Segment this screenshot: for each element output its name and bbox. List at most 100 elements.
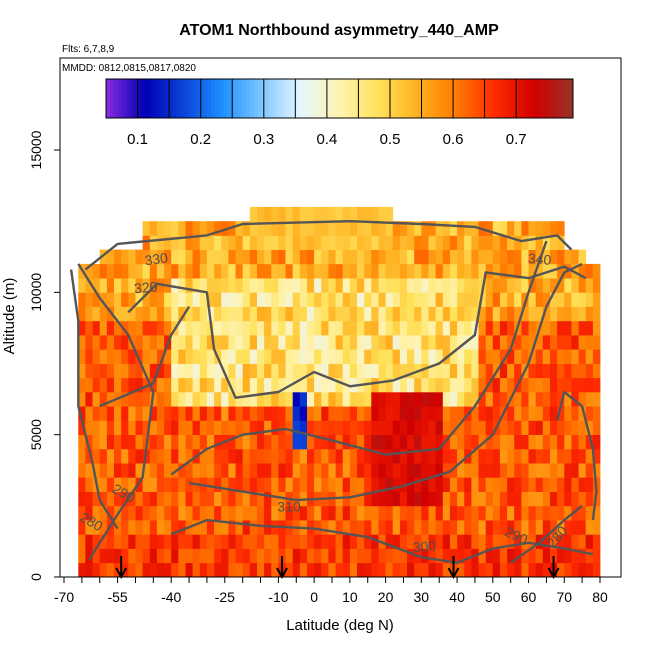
heatmap-cell [378, 363, 386, 379]
heatmap-cell [235, 477, 243, 492]
heatmap-cell [92, 520, 101, 535]
heatmap-cell [357, 221, 365, 236]
heatmap-cell [364, 320, 372, 336]
heatmap-cell [585, 263, 594, 279]
heatmap-cell [542, 434, 551, 450]
heatmap-cell [128, 448, 136, 464]
heatmap-cell [278, 235, 286, 250]
heatmap-cell [349, 221, 358, 236]
heatmap-cell [178, 292, 186, 307]
heatmap-cell [199, 406, 208, 421]
heatmap-cell [85, 363, 93, 379]
heatmap-cell [307, 463, 315, 478]
heatmap-cell [214, 505, 222, 521]
heatmap-cell [528, 491, 536, 507]
heatmap-cell [99, 463, 108, 478]
heatmap-cell [335, 562, 344, 578]
heatmap-cell [428, 562, 436, 578]
heatmap-cell [550, 463, 558, 478]
heatmap-cell [414, 420, 422, 435]
heatmap-cell [385, 306, 394, 322]
heatmap-cell [535, 292, 544, 307]
heatmap-cell [257, 320, 265, 336]
heatmap-cell [399, 420, 408, 435]
heatmap-cell [535, 263, 544, 279]
heatmap-cell [399, 335, 408, 350]
heatmap-cell [371, 406, 379, 421]
heatmap-cell [85, 292, 93, 307]
heatmap-cell [428, 306, 436, 322]
heatmap-cell [499, 448, 508, 464]
heatmap-cell [342, 235, 351, 250]
contour-line [127, 265, 587, 399]
colorbar-segment [537, 79, 543, 118]
heatmap-cell [85, 377, 93, 393]
heatmap-cell [192, 306, 201, 322]
colorbar-segment [557, 79, 562, 118]
heatmap-cell [221, 335, 229, 350]
heatmap-cell [335, 306, 344, 322]
heatmap-cell [128, 434, 136, 450]
heatmap-cell [464, 463, 472, 478]
heatmap-cell [342, 263, 351, 279]
heatmap-cell [428, 263, 436, 279]
heatmap-cell [171, 392, 179, 407]
heatmap-cell [550, 491, 558, 507]
heatmap-cell [128, 263, 136, 279]
heatmap-cell [407, 335, 415, 350]
heatmap-cell [550, 306, 558, 322]
colorbar-segment [351, 79, 356, 118]
heatmap-cell [414, 463, 422, 478]
heatmap-cell [214, 406, 222, 421]
heatmap-cell [299, 463, 308, 478]
heatmap-cell [328, 335, 336, 350]
heatmap-cell [578, 278, 587, 293]
heatmap-cell [507, 306, 515, 322]
heatmap-cell [135, 349, 143, 364]
heatmap-cell [299, 206, 308, 222]
heatmap-cell [485, 477, 494, 492]
heatmap-cell [592, 392, 601, 407]
heatmap-cell [464, 562, 472, 578]
heatmap-cell [78, 392, 86, 407]
colorbar-segment [187, 79, 193, 118]
heatmap-cell [164, 221, 172, 236]
heatmap-cell [99, 520, 108, 535]
heatmap-cell [428, 491, 436, 507]
heatmap-cell [106, 292, 115, 307]
heatmap-cell [364, 306, 372, 322]
heatmap-cell [78, 477, 86, 492]
heatmap-cell [257, 548, 265, 564]
heatmap-cell [78, 335, 86, 350]
heatmap-cell [392, 434, 401, 450]
heatmap-cell [492, 463, 501, 478]
heatmap-cell [399, 292, 408, 307]
heatmap-cell [271, 306, 279, 322]
heatmap-cell [342, 392, 351, 407]
heatmap-cell [278, 463, 286, 478]
heatmap-cell [249, 392, 258, 407]
heatmap-cell [514, 434, 522, 450]
heatmap-cell [178, 363, 186, 379]
heatmap-cell [471, 491, 479, 507]
heatmap-cell [357, 278, 365, 293]
heatmap-cell [435, 349, 444, 364]
colorbar-tick-label: 0.2 [190, 131, 211, 148]
heatmap-cell [585, 278, 594, 293]
heatmap-cell [264, 477, 272, 492]
heatmap-cell [392, 463, 401, 478]
colorbar-frame [105, 78, 574, 119]
colorbar-segment [125, 79, 130, 118]
heatmap-cell [514, 491, 522, 507]
heatmap-cell [314, 349, 322, 364]
heatmap-cell [328, 505, 336, 521]
x-tick-label: 40 [449, 589, 465, 605]
heatmap-cell [235, 292, 243, 307]
heatmap-cell [378, 420, 386, 435]
heatmap-cell [535, 335, 544, 350]
heatmap-cell [221, 377, 229, 393]
heatmap-cell [557, 349, 565, 364]
heatmap-cell [421, 221, 429, 236]
heatmap-cell [507, 434, 515, 450]
